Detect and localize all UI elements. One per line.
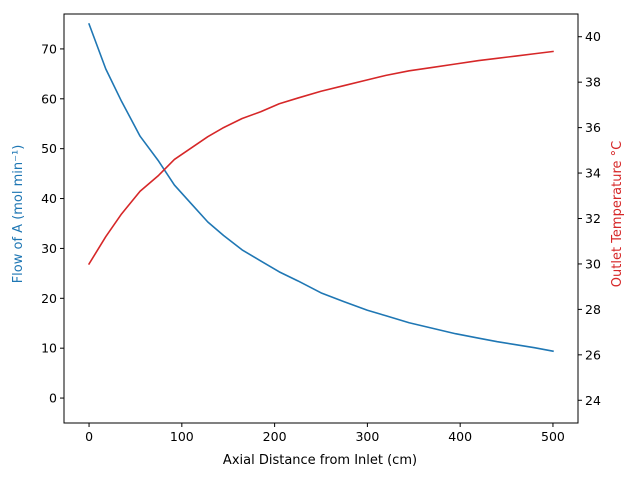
y-right-tick-label: 30 [585,256,601,271]
x-tick-label: 200 [263,429,287,444]
y-left-tick-label: 40 [41,191,57,206]
y-right-tick-label: 40 [585,29,601,44]
y-right-tick-label: 32 [585,211,601,226]
y-axis-right: 24 26 28 30 32 34 36 38 40 [578,29,601,408]
x-tick-label: 400 [448,429,472,444]
x-tick-label: 0 [85,429,93,444]
y-left-tick-label: 60 [41,91,57,106]
x-tick-label: 100 [170,429,194,444]
y-axis-left-label: Flow of A (mol min⁻¹) [11,145,26,284]
y-right-tick-label: 26 [585,347,601,362]
plot-frame [63,13,579,424]
y-axis-right-label: Outlet Temperature °C [610,141,625,287]
series-line-flow-of-a [88,22,554,353]
y-right-tick-label: 38 [585,75,601,90]
plot-area [63,13,579,424]
x-tick-label: 300 [355,429,379,444]
y-left-tick-label: 70 [41,41,57,56]
y-left-tick-label: 20 [41,291,57,306]
x-tick-label: 500 [541,429,565,444]
x-axis-label: Axial Distance from Inlet (cm) [223,453,417,468]
y-left-tick-label: 30 [41,241,57,256]
y-left-tick-label: 0 [49,391,57,406]
y-left-tick-label: 10 [41,341,57,356]
y-right-tick-label: 36 [585,120,601,135]
x-axis: 0 100 200 300 400 500 [85,423,565,444]
series-layer [87,22,554,353]
y-right-tick-label: 24 [585,393,601,408]
y-right-tick-label: 28 [585,302,601,317]
y-right-tick-label: 34 [585,166,601,181]
y-axis-left: 0 10 20 30 40 50 60 70 [41,41,64,406]
y-left-tick-label: 50 [41,141,57,156]
series-line-outlet-temperature [87,50,554,266]
